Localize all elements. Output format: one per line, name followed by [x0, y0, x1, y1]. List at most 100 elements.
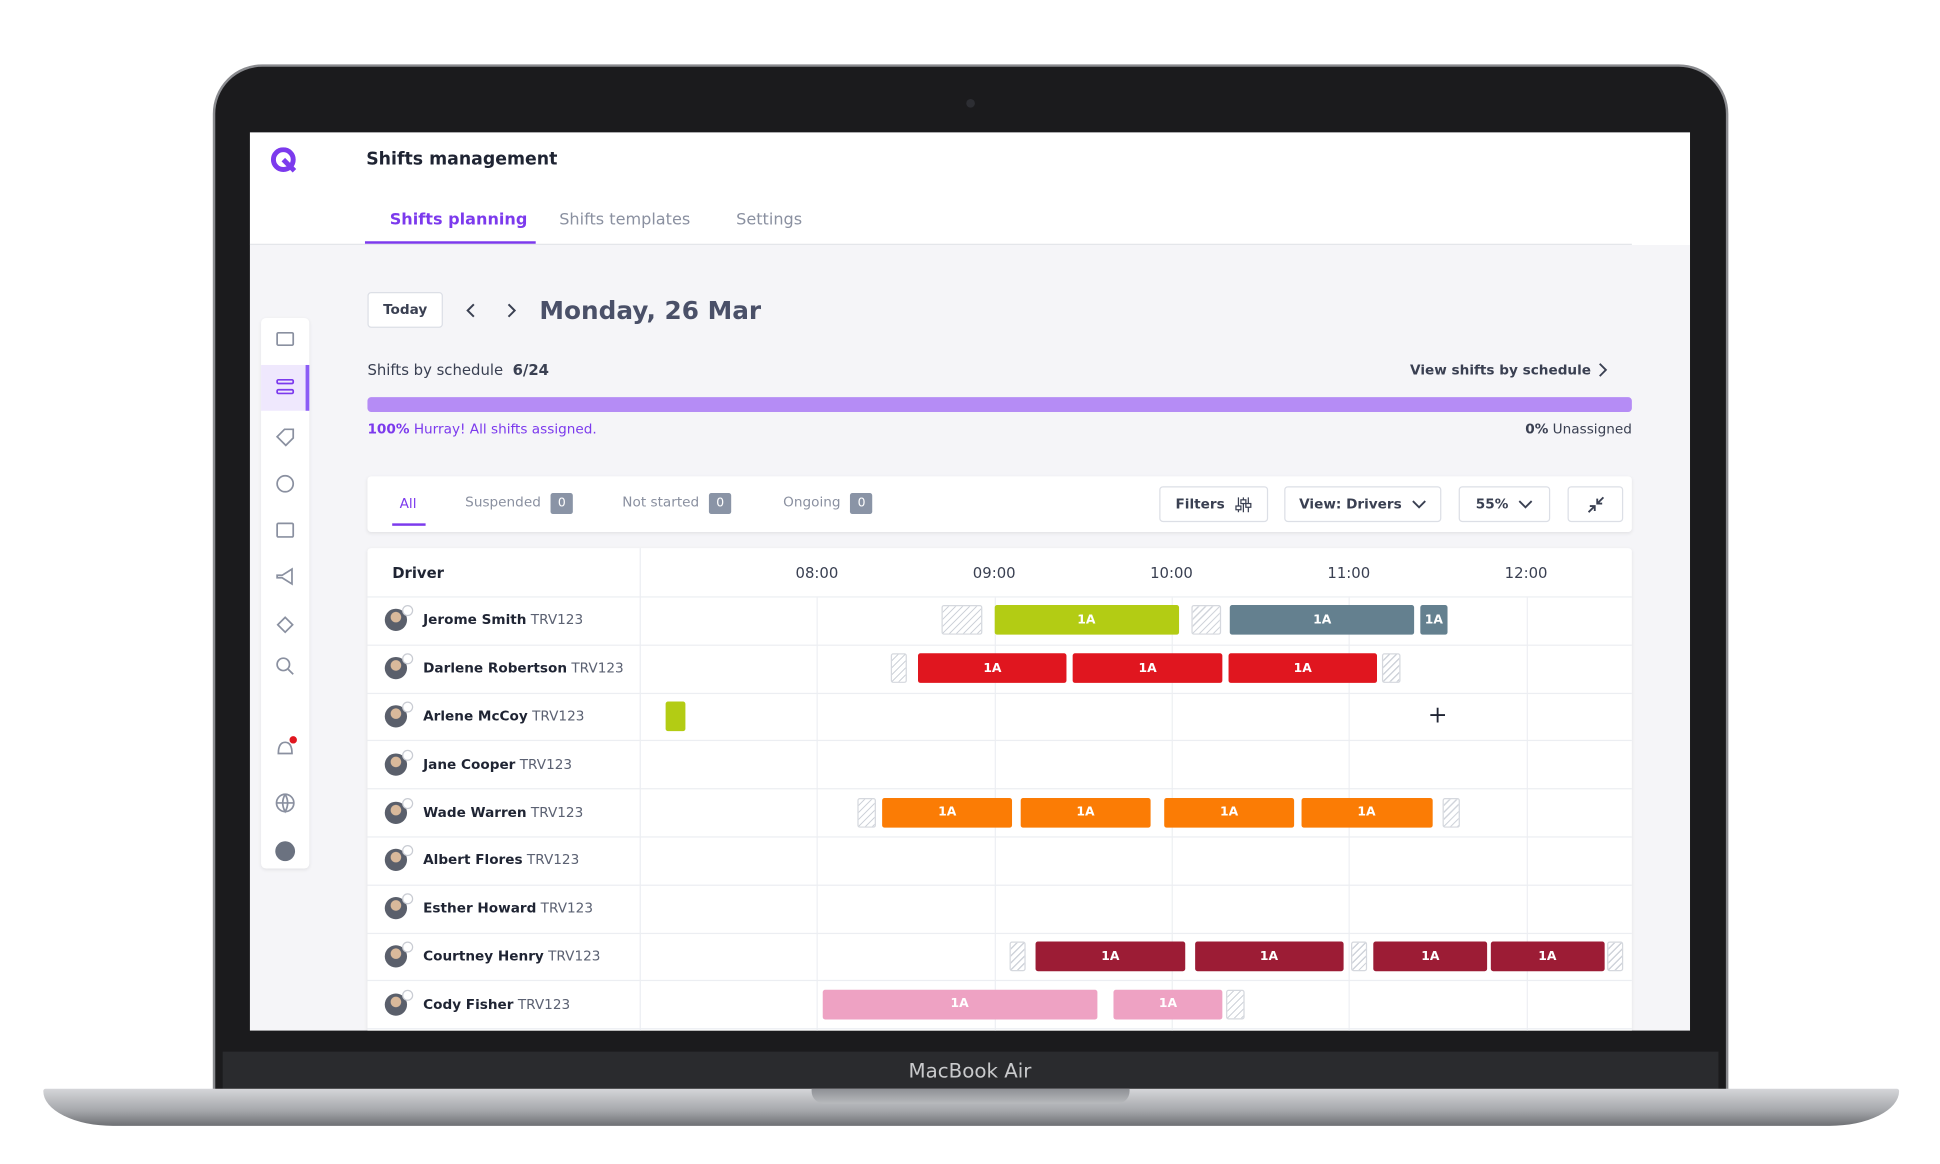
- driver-code: TRV123: [517, 996, 571, 1013]
- row-divider: [367, 740, 1632, 742]
- row-divider: [367, 644, 1632, 646]
- filter-tab[interactable]: Suspended 0: [465, 493, 573, 515]
- shift-block[interactable]: 1A: [917, 653, 1067, 684]
- driver-name: Arlene McCoy: [423, 708, 528, 725]
- unassigned-pct: 0%: [1525, 421, 1549, 438]
- break-block[interactable]: [1382, 653, 1401, 684]
- shift-block[interactable]: 1A: [1034, 941, 1186, 972]
- break-block[interactable]: [1607, 941, 1624, 972]
- row-divider: [367, 1028, 1632, 1030]
- driver: Courtney Henry TRV123: [423, 948, 600, 964]
- shift-block[interactable]: 1A: [1228, 653, 1378, 684]
- shift-block[interactable]: [666, 701, 686, 732]
- break-block[interactable]: [1226, 989, 1245, 1020]
- shift-block[interactable]: 1A: [1112, 989, 1223, 1020]
- avatar: [384, 945, 408, 968]
- break-block[interactable]: [891, 653, 908, 684]
- break-block[interactable]: [1010, 941, 1027, 972]
- filter-label: All: [399, 495, 417, 512]
- avatar: [384, 849, 408, 872]
- shift-block[interactable]: 1A: [1373, 941, 1488, 972]
- avatar: [384, 705, 408, 728]
- driver-code: TRV123: [571, 660, 624, 677]
- sidebar-active: [261, 364, 310, 411]
- count-badge: 0: [550, 493, 573, 515]
- avatar: [384, 801, 408, 824]
- shift-block[interactable]: 1A: [994, 605, 1179, 636]
- status-dot: [402, 989, 414, 1001]
- laptop-chin: [222, 1051, 1719, 1089]
- icon: [1587, 496, 1604, 513]
- driver: Darlene Robertson TRV123: [423, 660, 624, 676]
- driver: Jane Cooper TRV123: [423, 756, 572, 772]
- hour-line: [1526, 596, 1528, 1031]
- today-button[interactable]: Today: [367, 291, 443, 328]
- shift-block[interactable]: 1A: [822, 989, 1098, 1020]
- summary: Shifts by schedule 6/24: [367, 361, 549, 378]
- tab[interactable]: Settings: [736, 210, 803, 230]
- add-shift[interactable]: [1430, 705, 1445, 727]
- break-block[interactable]: [941, 605, 982, 636]
- shift-block[interactable]: 1A: [1072, 653, 1223, 684]
- unassigned-text: Unassigned: [1552, 421, 1632, 438]
- status-dot: [402, 893, 414, 905]
- driver-code: TRV123: [519, 756, 573, 773]
- collapse-button[interactable]: [1567, 486, 1624, 523]
- break-block[interactable]: [857, 797, 876, 828]
- filter-tab[interactable]: All: [400, 495, 417, 511]
- shift-block[interactable]: 1A: [1164, 797, 1294, 828]
- count-badge: 0: [709, 493, 732, 515]
- count-badge: 0: [850, 493, 873, 515]
- driver-name: Cody Fisher: [423, 996, 514, 1013]
- shift-block[interactable]: 1A: [882, 797, 1012, 828]
- assigned-text: Hurray! All shifts assigned.: [413, 421, 597, 438]
- row-divider: [367, 884, 1632, 886]
- zoom-button[interactable]: 55%: [1458, 486, 1551, 523]
- status-dot: [402, 749, 414, 761]
- filter-underline: [392, 523, 426, 526]
- driver-name: Jerome Smith: [423, 612, 527, 629]
- filter-tab[interactable]: Not started 0: [622, 493, 732, 515]
- driver-name: Courtney Henry: [423, 948, 544, 965]
- row-divider: [367, 692, 1632, 694]
- break-block[interactable]: [1442, 797, 1461, 828]
- driver-code: TRV123: [526, 852, 580, 869]
- summary-count: 6/24: [512, 361, 549, 379]
- tab[interactable]: Shifts templates: [559, 210, 691, 230]
- shift-block[interactable]: 1A: [1419, 605, 1449, 636]
- row-divider: [367, 836, 1632, 838]
- plus-icon: [1430, 707, 1445, 723]
- driver: Arlene McCoy TRV123: [423, 708, 584, 724]
- tab[interactable]: Shifts planning: [389, 210, 528, 230]
- header-divider: [367, 596, 1632, 598]
- filter-tab[interactable]: Ongoing 0: [783, 493, 873, 515]
- row-divider: [367, 932, 1632, 934]
- hour-line: [816, 596, 819, 1031]
- driver: Wade Warren TRV123: [423, 804, 583, 820]
- filters-button[interactable]: Filters: [1159, 486, 1269, 523]
- driver-code: TRV123: [530, 612, 584, 629]
- time-label: 09:00: [972, 564, 1016, 582]
- driver: Jerome Smith TRV123: [423, 612, 583, 628]
- device-label: MacBook Air: [908, 1059, 1032, 1083]
- driver-name: Albert Flores: [423, 852, 523, 869]
- break-block[interactable]: [1350, 941, 1367, 972]
- shift-block[interactable]: 1A: [1194, 941, 1344, 972]
- driver-code: TRV123: [530, 804, 584, 821]
- filter-label: Ongoing: [783, 494, 841, 511]
- shift-block[interactable]: 1A: [1230, 605, 1415, 636]
- view-button[interactable]: View: Drivers: [1284, 486, 1442, 523]
- shift-block[interactable]: 1A: [1020, 797, 1151, 828]
- break-block[interactable]: [1190, 605, 1222, 636]
- sidebar-icons: [275, 331, 297, 862]
- shift-block[interactable]: 1A: [1490, 941, 1605, 972]
- summary-link[interactable]: View shifts by schedule: [1410, 361, 1592, 378]
- assigned: 100% Hurray! All shifts assigned.: [367, 421, 596, 437]
- shift-block[interactable]: 1A: [1300, 797, 1433, 828]
- driver-name: Jane Cooper: [423, 756, 516, 773]
- tab-underline: [364, 241, 536, 244]
- date-nav[interactable]: [461, 301, 523, 321]
- logo: [270, 147, 297, 173]
- page-title: Shifts management: [366, 149, 558, 170]
- time-label: 08:00: [795, 564, 839, 582]
